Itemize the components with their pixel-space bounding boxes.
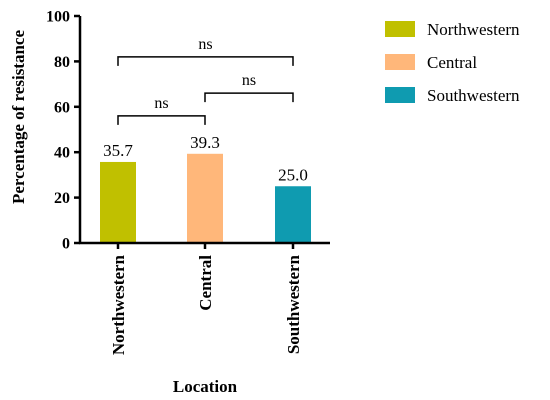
y-tick-label: 0 <box>62 236 70 253</box>
bar <box>275 186 311 243</box>
bars: 35.7 39.3 25.0 <box>100 133 311 243</box>
significance-bracket <box>117 115 206 125</box>
x-tick-label: Central <box>196 255 215 311</box>
legend-swatch <box>385 21 415 37</box>
y-axis-title: Percentage of resistance <box>9 30 28 204</box>
legend-swatch <box>385 54 415 70</box>
significance-brackets: ns ns ns <box>117 36 294 125</box>
y-tick-label: 100 <box>46 9 70 26</box>
legend-label: Central <box>427 53 477 72</box>
legend-label: Southwestern <box>427 86 520 105</box>
x-tick-label: Northwestern <box>109 254 128 355</box>
x-axis-title: Location <box>173 377 238 396</box>
legend-swatch <box>385 87 415 103</box>
significance-bracket <box>204 92 294 103</box>
significance-label: ns <box>198 36 212 53</box>
bar-value-label: 39.3 <box>190 133 220 152</box>
significance-bracket <box>117 56 294 66</box>
legend-label: Northwestern <box>427 20 520 39</box>
bar-value-label: 25.0 <box>278 165 308 184</box>
significance-label: ns <box>154 95 168 112</box>
x-tick-label: Southwestern <box>284 254 303 354</box>
y-tick-label: 20 <box>54 190 70 207</box>
y-tick-label: 60 <box>54 99 70 116</box>
y-tick-label: 40 <box>54 145 70 162</box>
legend: Northwestern Central Southwestern <box>385 20 520 105</box>
y-axis: 0 20 40 60 80 100 <box>46 9 82 253</box>
bar <box>100 161 136 243</box>
x-axis: Northwestern Central Southwestern <box>79 241 330 355</box>
significance-label: ns <box>242 72 256 89</box>
y-tick-label: 80 <box>54 54 70 71</box>
bar <box>187 153 223 243</box>
bar-value-label: 35.7 <box>103 141 133 160</box>
